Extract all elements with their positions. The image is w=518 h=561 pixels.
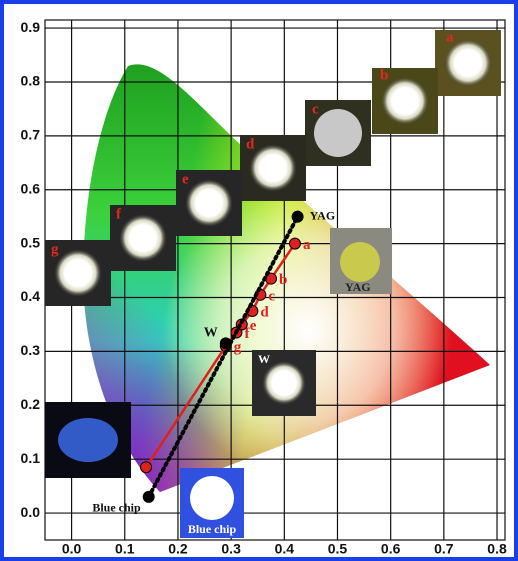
photo-label: d: [246, 136, 255, 152]
point-label: a: [303, 237, 311, 253]
x-tick-label: 0.7: [434, 541, 454, 557]
point-label: g: [234, 339, 242, 355]
y-tick-label: 0.8: [21, 73, 41, 89]
photo-label: W: [258, 352, 270, 366]
point-label: b: [279, 272, 287, 288]
x-tick-label: 0.6: [381, 541, 401, 557]
photo: b: [372, 67, 438, 134]
y-tick-label: 0.0: [21, 504, 41, 520]
data-point: [142, 490, 155, 503]
y-tick-label: 0.3: [21, 342, 41, 358]
photo: YAG: [330, 228, 392, 294]
photo: c: [305, 100, 371, 166]
x-tick-label: 0.5: [328, 541, 348, 557]
point-label: d: [260, 304, 269, 320]
x-tick-label: 0.4: [275, 541, 295, 557]
data-point: [219, 337, 232, 350]
photo: f: [110, 205, 176, 271]
photo: W: [252, 350, 316, 416]
data-point: [288, 237, 301, 250]
series-line: [146, 214, 300, 499]
photo-label: a: [446, 29, 454, 45]
photo: g: [45, 240, 111, 306]
y-tick-label: 0.9: [21, 19, 41, 35]
y-tick-label: 0.2: [21, 396, 41, 412]
x-tick-label: 0.3: [221, 541, 241, 557]
photo-label: e: [182, 171, 189, 187]
point-label: W: [204, 326, 218, 341]
photo: Blue chip: [180, 468, 244, 538]
y-tick-label: 0.7: [21, 127, 41, 143]
photo: [45, 402, 131, 478]
point-label: e: [250, 318, 257, 334]
data-point: [140, 461, 153, 474]
point-label: Blue chip: [92, 501, 141, 515]
y-tick-label: 0.5: [21, 234, 41, 250]
x-tick-label: 0.8: [487, 541, 507, 557]
x-tick-label: 0.1: [115, 541, 135, 557]
point-label: f: [244, 326, 250, 342]
y-tick-label: 0.6: [21, 180, 41, 196]
data-point: [291, 210, 304, 223]
point-label: YAG: [310, 208, 336, 222]
photo-label: c: [312, 101, 319, 117]
x-tick-label: 0.2: [168, 541, 188, 557]
y-tick-label: 0.4: [21, 288, 41, 304]
photo-label: YAG: [345, 280, 371, 294]
photo-label: g: [51, 241, 59, 257]
point-label: c: [268, 288, 275, 304]
photo: e: [176, 170, 242, 236]
x-tick-label: 0.0: [62, 541, 82, 557]
photo-label: Blue chip: [188, 522, 237, 536]
photo: a: [435, 29, 501, 96]
photo: d: [240, 135, 306, 201]
photo-label: f: [116, 206, 122, 222]
photo-label: b: [380, 67, 388, 83]
photos: a b c d e f g YAG W Blue chip: [45, 29, 501, 538]
y-tick-label: 0.1: [21, 450, 41, 466]
